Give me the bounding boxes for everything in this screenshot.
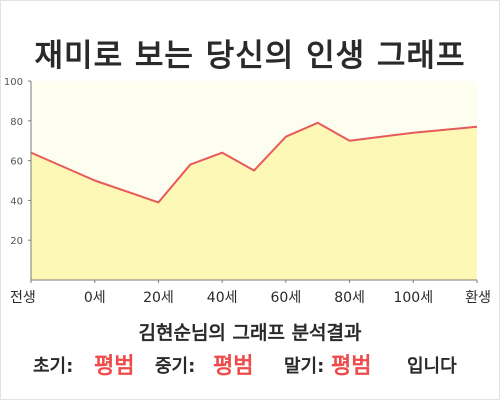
x-tick-label: 40세 xyxy=(207,290,238,306)
y-tick-label: 80 xyxy=(10,117,23,128)
x-tick-label: 60세 xyxy=(271,290,302,306)
x-tick-label: 환생 xyxy=(465,290,491,306)
x-tick-label: 100세 xyxy=(393,290,433,306)
closing-text: 입니다 xyxy=(407,356,457,377)
page-title: 재미로 보는 당신의 인생 그래프 xyxy=(34,38,466,74)
y-tick-label: 20 xyxy=(10,236,23,247)
late-value: 평범 xyxy=(331,354,372,379)
summary-result-line: 초기: 평범 중기: 평범 말기: 평범 입니다 xyxy=(0,346,500,379)
middle-value: 평범 xyxy=(213,354,254,379)
middle-label: 중기: xyxy=(155,356,196,377)
x-tick-label: 0세 xyxy=(84,290,106,306)
early-value: 평범 xyxy=(94,354,135,379)
summary-heading: 김현순님의 그래프 분석결과 xyxy=(138,322,362,344)
y-tick-label: 100 xyxy=(4,77,23,88)
y-tick-label: 60 xyxy=(10,157,23,168)
area-fill xyxy=(31,122,477,280)
early-label: 초기: xyxy=(33,356,74,377)
x-tick-label: 80세 xyxy=(334,290,365,306)
x-tick-label: 전생 xyxy=(10,290,36,306)
late-label: 말기: xyxy=(284,356,325,377)
series-line xyxy=(30,121,478,204)
x-tick-label: 20세 xyxy=(143,290,174,306)
y-tick-label: 40 xyxy=(10,196,23,207)
